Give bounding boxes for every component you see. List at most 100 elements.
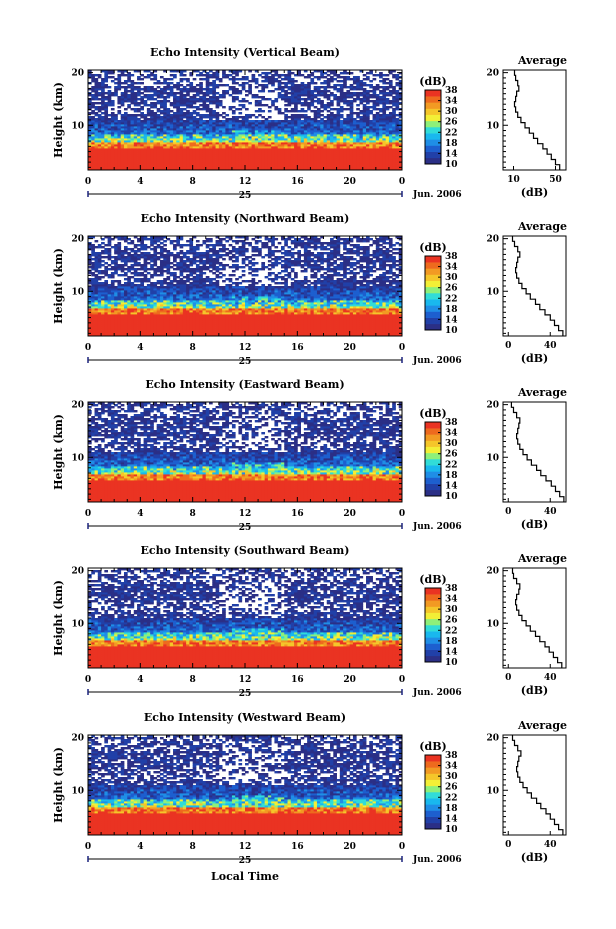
- heatmap-cell: [337, 88, 341, 90]
- heatmap-cell: [314, 110, 318, 112]
- heatmap-cell: [183, 120, 187, 122]
- heatmap-cell: [216, 112, 220, 114]
- heatmap-cell: [261, 116, 265, 118]
- heatmap-cell: [340, 106, 344, 108]
- heatmap-cell: [134, 82, 138, 84]
- heatmap-cell: [91, 110, 95, 112]
- heatmap-cell: [392, 86, 396, 88]
- colorbar-swatch: [425, 152, 441, 158]
- heatmap-cell: [147, 94, 151, 96]
- heatmap-cell: [117, 110, 121, 112]
- heatmap-cell: [173, 84, 177, 86]
- heatmap-cell: [301, 102, 305, 104]
- heatmap-cell: [373, 86, 377, 88]
- heatmap-cell: [320, 100, 324, 102]
- heatmap-cell: [193, 86, 197, 88]
- heatmap-cell: [314, 100, 318, 102]
- heatmap-cell: [363, 78, 367, 80]
- heatmap-cell: [202, 88, 206, 90]
- heatmap-cell: [238, 112, 242, 114]
- heatmap-cell: [278, 120, 282, 122]
- heatmap-cell: [353, 112, 357, 114]
- heatmap-cell: [268, 110, 272, 112]
- heatmap-cells: [88, 236, 402, 336]
- heatmap-cell: [359, 92, 363, 94]
- heatmap-cell: [376, 108, 380, 110]
- heatmap-cell: [186, 84, 190, 86]
- heatmap-cell: [144, 76, 148, 78]
- panel-title: Echo Intensity (Vertical Beam): [150, 46, 340, 59]
- colorbar-swatch: [425, 146, 441, 152]
- heatmap-cells: [88, 70, 402, 170]
- heatmap-cell: [268, 98, 272, 100]
- heatmap-cell: [386, 114, 390, 116]
- heatmap-cell: [222, 116, 226, 118]
- heatmap-cell: [137, 108, 141, 110]
- heatmap-cell: [173, 112, 177, 114]
- heatmap-cell: [274, 98, 278, 100]
- heatmap-cell: [245, 94, 249, 96]
- heatmap-cell: [258, 114, 262, 116]
- heatmap-cell: [356, 76, 360, 78]
- heatmap-cell: [219, 114, 223, 116]
- heatmap-cell: [301, 114, 305, 116]
- heatmap-cell: [386, 78, 390, 80]
- heatmap-cell: [343, 108, 347, 110]
- heatmap-cell: [327, 102, 331, 104]
- heatmap-cell: [366, 72, 370, 74]
- heatmap-cell: [337, 96, 341, 98]
- heatmap-cell: [101, 112, 105, 114]
- heatmap-cell: [301, 120, 305, 122]
- heatmap-cell: [202, 92, 206, 94]
- heatmap-cell: [114, 86, 118, 88]
- heatmap-cell: [307, 74, 311, 76]
- heatmap-cell: [212, 110, 216, 112]
- heatmap-cell: [235, 82, 239, 84]
- heatmap-cell: [157, 114, 161, 116]
- heatmap-cell: [160, 88, 164, 90]
- heatmap-cell: [114, 82, 118, 84]
- heatmap-cell: [288, 116, 292, 118]
- heatmap-cell: [284, 104, 288, 106]
- heatmap-cell: [91, 94, 95, 96]
- heatmap-cell: [248, 102, 252, 104]
- heatmap-cell: [222, 84, 226, 86]
- heatmap-cell: [98, 114, 102, 116]
- heatmap-cell: [369, 94, 373, 96]
- heatmap-cell: [238, 84, 242, 86]
- heatmap-cell: [170, 82, 174, 84]
- heatmap-cell: [196, 84, 200, 86]
- average-profile: Average102010 50(dB): [486, 54, 567, 199]
- heatmap-cell: [127, 114, 131, 116]
- heatmap-cell: [111, 80, 115, 82]
- heatmap-cell: [173, 92, 177, 94]
- heatmap-cell: [235, 96, 239, 98]
- heatmap-cell: [356, 92, 360, 94]
- colorbar-tick-label: 38: [445, 86, 458, 96]
- heatmap-cell: [232, 116, 236, 118]
- y-tick-label: 20: [71, 69, 84, 79]
- heatmap-cell: [379, 72, 383, 74]
- heatmap-cell: [150, 110, 154, 112]
- heatmap-cell: [206, 104, 210, 106]
- heatmap-cell: [252, 94, 256, 96]
- x-tick-label: 12: [239, 177, 252, 187]
- heatmap-cell: [127, 104, 131, 106]
- heatmap-cell: [386, 98, 390, 100]
- heatmap-cell: [317, 98, 321, 100]
- heatmap-cell: [317, 76, 321, 78]
- heatmap-cell: [389, 80, 393, 82]
- heatmap-cell: [196, 118, 200, 120]
- heatmap-cell: [219, 120, 223, 122]
- heatmap-cell: [288, 120, 292, 122]
- heatmap-cell: [395, 118, 399, 120]
- heatmap-cell: [238, 78, 242, 80]
- heatmap-cell: [160, 110, 164, 112]
- colorbar-tick-label: 30: [445, 107, 458, 117]
- heatmap-cell: [183, 86, 187, 88]
- average-frame: [503, 70, 566, 170]
- heatmap-cell: [147, 74, 151, 76]
- heatmap-cell: [225, 84, 229, 86]
- heatmap-cell: [320, 90, 324, 92]
- heatmap-cell: [199, 104, 203, 106]
